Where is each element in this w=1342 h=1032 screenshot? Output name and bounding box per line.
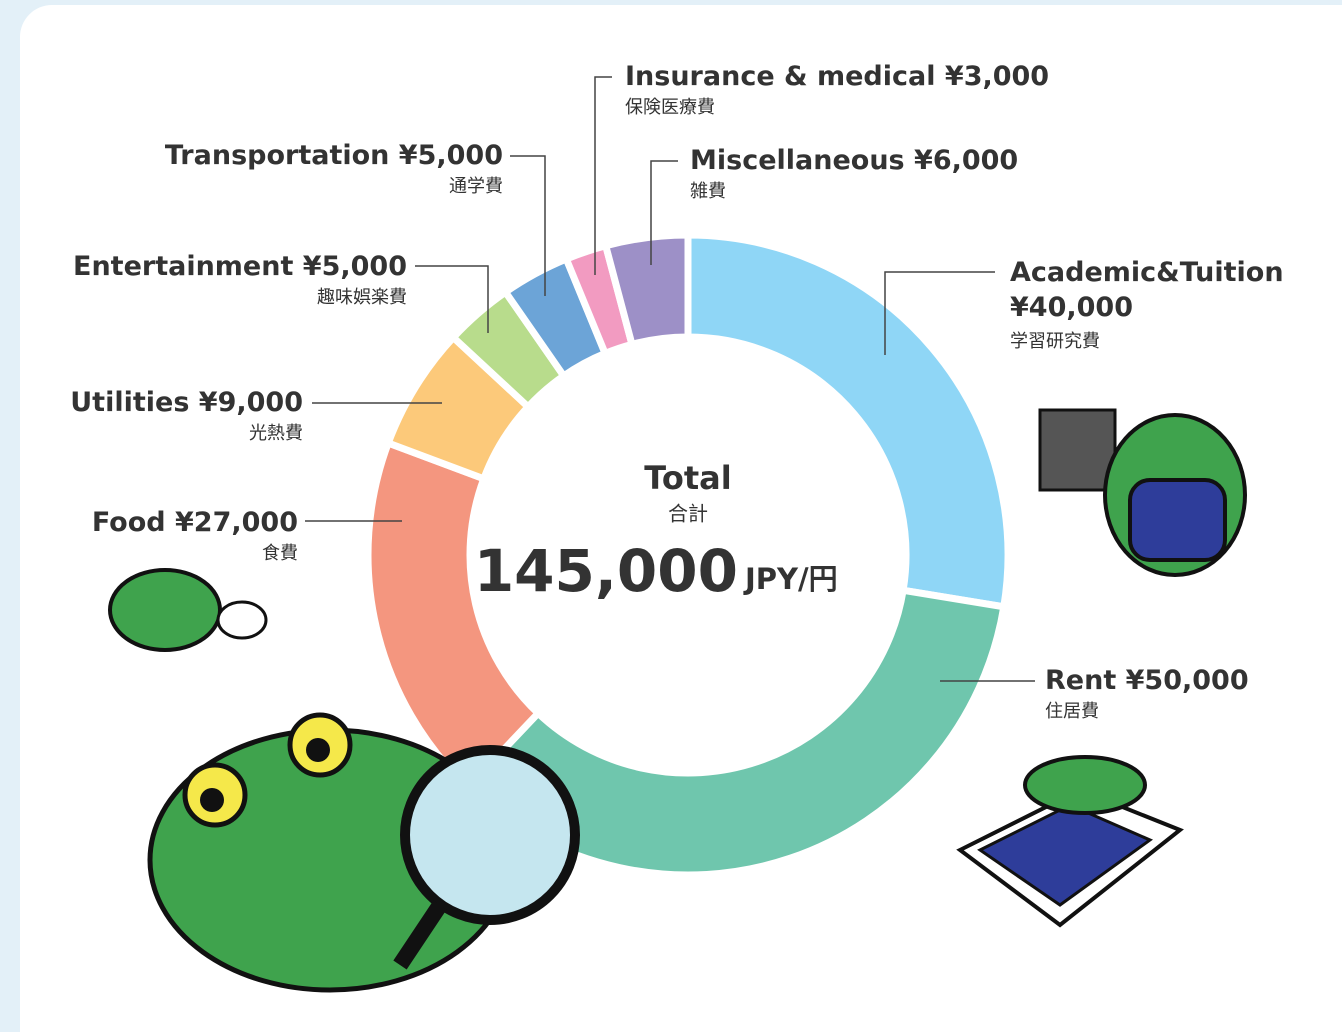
category-name: Transportation: [165, 140, 390, 171]
total-title-ja: 合計: [668, 502, 708, 526]
chart: Total 合計 145,000 JPY/円 Academic&Tuition ¥…: [0, 0, 1342, 1032]
category-name-ja: 通学費: [449, 176, 503, 197]
segment-label: Entertainment ¥5,000: [73, 251, 407, 282]
value-label: ¥5,000: [399, 140, 503, 171]
category-name: Academic&Tuition: [1010, 257, 1284, 288]
category-name: Food: [92, 507, 166, 538]
category-name: Rent: [1045, 665, 1116, 696]
segment-label: Utilities ¥9,000: [70, 387, 303, 418]
value-label: ¥5,000: [303, 251, 407, 282]
value-label: ¥40,000: [1010, 292, 1133, 323]
segment-label: Rent ¥50,000: [1045, 665, 1249, 696]
value-label: ¥9,000: [199, 387, 303, 418]
category-name: Miscellaneous: [690, 145, 905, 176]
category-name: Insurance & medical: [625, 61, 936, 92]
category-name-ja: 食費: [262, 543, 298, 564]
category-name-ja: 学習研究費: [1010, 331, 1100, 352]
total-unit: JPY/円: [743, 562, 838, 596]
value-label: ¥6,000: [914, 145, 1018, 176]
segment-label: Food ¥27,000: [92, 507, 298, 538]
total-value: 145,000: [474, 537, 738, 605]
category-name-ja: 雑費: [690, 181, 726, 202]
total-title: Total: [644, 459, 731, 497]
category-name-ja: 光熱費: [249, 423, 303, 444]
value-label: ¥27,000: [175, 507, 298, 538]
segment-label: Transportation ¥5,000: [165, 140, 503, 171]
category-name: Utilities: [70, 387, 189, 418]
segment-label: Miscellaneous ¥6,000: [690, 145, 1018, 176]
category-name-ja: 保険医療費: [625, 97, 715, 118]
category-name: Entertainment: [73, 251, 293, 282]
value-label: ¥3,000: [945, 61, 1049, 92]
category-name-ja: 趣味娯楽費: [317, 287, 407, 308]
value-label: ¥50,000: [1126, 665, 1249, 696]
category-name-ja: 住居費: [1045, 701, 1099, 722]
segment-label: Insurance & medical ¥3,000: [625, 61, 1049, 92]
